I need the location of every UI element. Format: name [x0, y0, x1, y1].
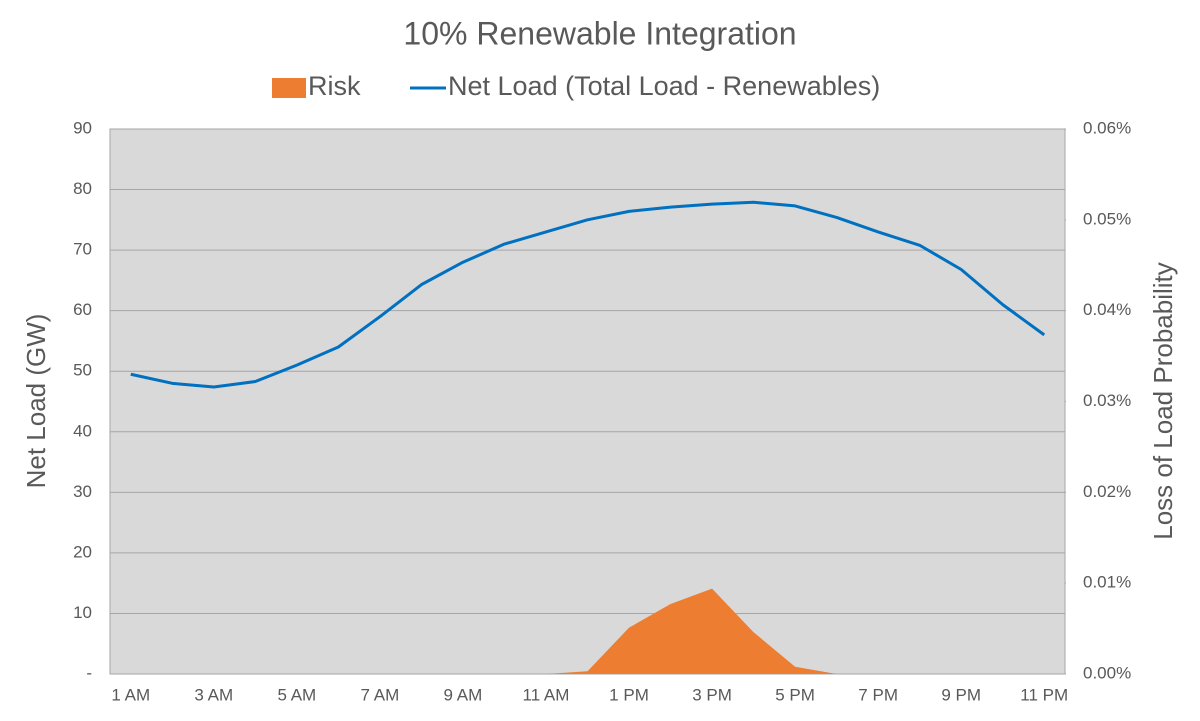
y-tick-label: 20 — [73, 542, 92, 561]
y2-tick-label: 0.04% — [1083, 300, 1131, 319]
y2-tick-label: 0.06% — [1083, 118, 1131, 137]
y-tick-label: 40 — [73, 421, 92, 440]
y-tick-label: 60 — [73, 300, 92, 319]
x-tick-label: 7 AM — [361, 685, 400, 704]
y-tick-label: 90 — [73, 118, 92, 137]
y-tick-label: - — [86, 663, 92, 682]
y2-tick-label: 0.00% — [1083, 663, 1131, 682]
x-tick-label: 9 PM — [941, 685, 981, 704]
x-tick-label: 9 AM — [444, 685, 483, 704]
x-tick-label: 5 AM — [277, 685, 316, 704]
y2-tick-label: 0.03% — [1083, 391, 1131, 410]
x-tick-label: 5 PM — [775, 685, 815, 704]
x-tick-label: 11 AM — [523, 685, 570, 704]
y-axis-label: Net Load (GW) — [21, 314, 51, 489]
x-tick-label: 1 PM — [609, 685, 649, 704]
y-tick-label: 50 — [73, 361, 92, 380]
plot-area — [110, 129, 1065, 674]
net-load-line — [130, 200, 1046, 389]
x-tick-label: 1 AM — [111, 685, 150, 704]
y2-axis-label: Loss of Load Probability — [1148, 262, 1178, 540]
y2-tick-label: 0.02% — [1083, 482, 1131, 501]
y-tick-label: 80 — [73, 179, 92, 198]
x-tick-label: 3 AM — [194, 685, 233, 704]
legend-label: Risk — [308, 71, 361, 101]
legend-label: Net Load (Total Load - Renewables) — [448, 71, 880, 101]
y-tick-label: 70 — [73, 240, 92, 259]
y-tick-label: 10 — [73, 603, 92, 622]
x-tick-label: 11 PM — [1020, 685, 1068, 704]
y2-tick-label: 0.05% — [1083, 209, 1131, 228]
x-tick-label: 7 PM — [858, 685, 898, 704]
x-tick-label: 3 PM — [692, 685, 732, 704]
legend-swatch — [272, 78, 306, 98]
chart-title: 10% Renewable Integration — [403, 15, 796, 51]
y2-tick-label: 0.01% — [1083, 573, 1131, 592]
y-tick-label: 30 — [73, 482, 92, 501]
